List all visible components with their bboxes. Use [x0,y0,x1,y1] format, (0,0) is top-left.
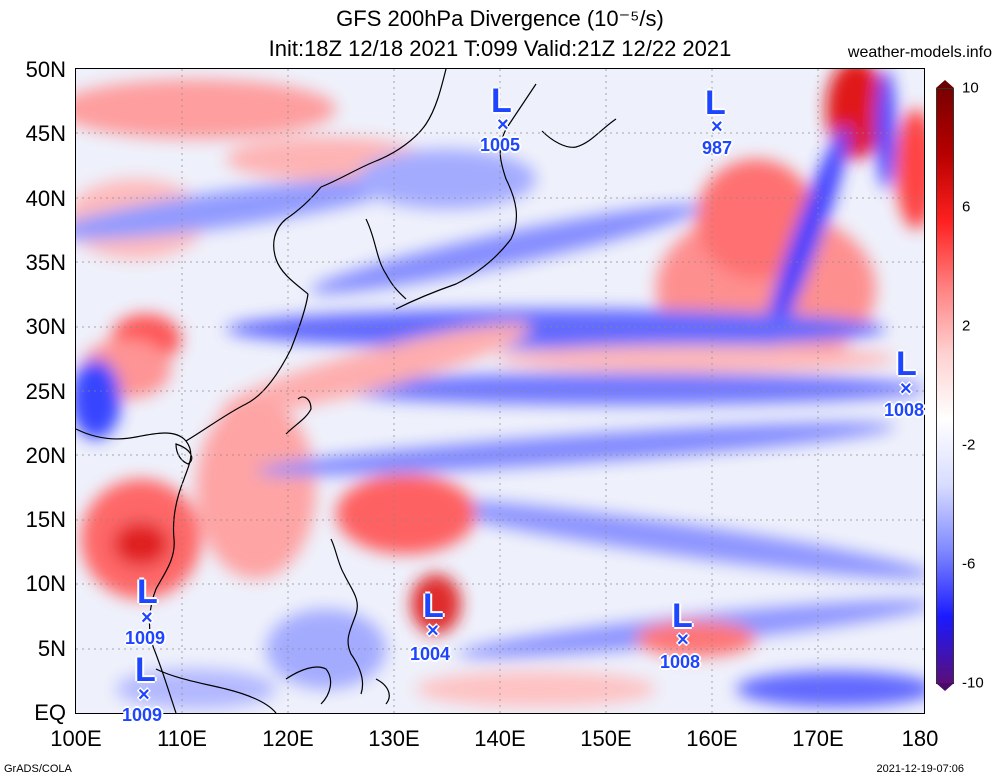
low-pressure-value: 1009 [125,628,166,648]
low-pressure-value: 1008 [884,400,925,420]
lat-label-30n: 30N [25,314,66,339]
lat-label-25n: 25N [25,379,66,404]
low-center-l[interactable]: L [137,573,158,611]
low-center-x: × [497,114,509,136]
lat-label-40n: 40N [25,186,66,211]
low-pressure-value: 1004 [410,644,451,664]
low-center-x: × [900,378,912,400]
colorbar-label: -2 [962,436,976,454]
low-center-l[interactable]: L [672,597,693,635]
colorbar-top-arrow [936,80,954,88]
coastlines [76,69,617,713]
low-center-x: × [711,116,723,138]
site-credit: weather-models.info [847,44,992,61]
low-center-l[interactable]: L [705,84,726,122]
colorbar-label: -6 [962,555,976,573]
colorbar-label: -10 [962,674,984,692]
low-center-l[interactable]: L [491,82,512,120]
colorbar-label: 6 [962,198,971,216]
colorbar-label: 2 [962,317,971,335]
lon-label-130e: 130E [368,726,420,751]
lon-label-140e: 140E [474,726,526,751]
lon-label-110e: 110E [157,726,207,751]
colorbar-label: 10 [962,79,979,97]
footer-timestamp: 2021-12-19-07:06 [876,763,964,775]
lon-label-150e: 150E [580,726,632,751]
low-center-x: × [677,629,689,651]
lat-label-10n: 10N [25,571,66,596]
low-center-x: × [138,684,150,706]
low-pressure-value: 1005 [480,135,521,155]
map-title: GFS 200hPa Divergence (10⁻⁵/s) [336,6,664,31]
low-pressure-value: 1009 [122,705,163,725]
low-center-l[interactable]: L [135,651,156,689]
lon-label-120e: 120E [262,726,314,751]
low-center-l[interactable]: L [896,345,917,383]
low-pressure-value: 1008 [660,652,701,672]
map-plot[interactable] [75,68,925,714]
lat-label-15n: 15N [25,507,66,532]
footer-credit: GrADS/COLA [4,763,72,775]
lat-label-20n: 20N [25,443,66,468]
lon-label-100e: 100E [50,726,102,751]
low-center-l[interactable]: L [423,587,444,625]
low-center-x: × [141,607,153,629]
divergence-field [76,69,924,713]
lat-label-50n: 50N [25,57,66,82]
colorbar-bottom-arrow [936,683,954,691]
lon-label-180: 180 [901,726,939,751]
map-subtitle: Init:18Z 12/18 2021 T:099 Valid:21Z 12/2… [268,36,732,61]
low-pressure-value: 987 [702,138,733,158]
colorbar [936,88,954,684]
lat-label-45n: 45N [25,121,66,146]
lon-label-160e: 160E [686,726,738,751]
lat-label-35n: 35N [25,250,66,275]
lat-label-eq: EQ [34,700,66,725]
low-center-x: × [427,620,439,642]
lat-label-5n: 5N [37,636,66,661]
lon-label-170e: 170E [792,726,844,751]
